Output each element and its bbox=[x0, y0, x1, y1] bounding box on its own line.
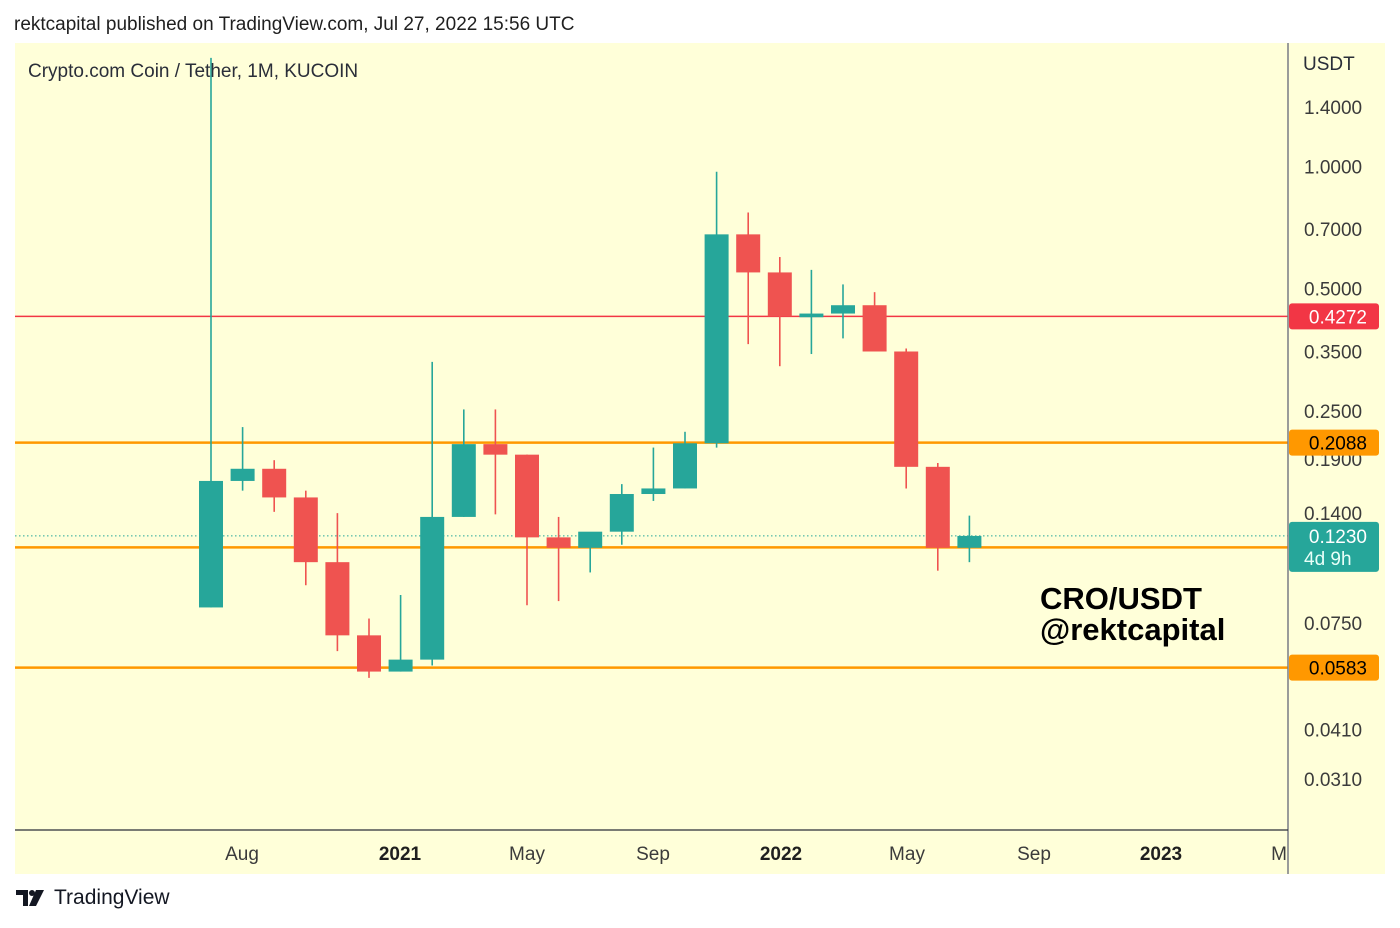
candle-body bbox=[199, 481, 223, 607]
support-price-label-text: 0.2088 bbox=[1309, 434, 1367, 455]
support-price-label-text: 0.0583 bbox=[1309, 659, 1367, 680]
y-tick-label: 1.0000 bbox=[1304, 157, 1362, 178]
candle-body bbox=[831, 305, 855, 313]
candle-body bbox=[768, 272, 792, 316]
x-tick-label: Sep bbox=[1017, 844, 1051, 865]
x-tick-label: 2022 bbox=[760, 844, 802, 865]
candle-body bbox=[325, 562, 349, 635]
y-tick-label: 0.7000 bbox=[1304, 220, 1362, 241]
candle-body bbox=[483, 444, 507, 455]
tradingview-footer[interactable]: TradingView bbox=[14, 886, 170, 910]
x-tick-label: 2023 bbox=[1140, 844, 1182, 865]
x-tick-label: Aug bbox=[225, 844, 259, 865]
y-tick-label: 0.2500 bbox=[1304, 402, 1362, 423]
x-tick-label: May bbox=[509, 844, 545, 865]
candle-body bbox=[610, 494, 634, 532]
y-tick-label: 0.0410 bbox=[1304, 721, 1362, 742]
candle-body bbox=[894, 351, 918, 466]
support-price-label[interactable]: 0.0583 bbox=[1289, 655, 1379, 681]
resistance-price-label-text: 0.4272 bbox=[1309, 307, 1367, 328]
chart-background bbox=[15, 43, 1288, 830]
candle-body bbox=[389, 660, 413, 672]
candle-body bbox=[926, 467, 950, 548]
x-tick-label: May bbox=[889, 844, 925, 865]
x-tick-label: M bbox=[1271, 844, 1287, 865]
y-tick-label: 1.4000 bbox=[1304, 98, 1362, 119]
candle-body bbox=[736, 234, 760, 272]
candle-body bbox=[799, 314, 823, 318]
x-tick-label: Sep bbox=[636, 844, 670, 865]
tradingview-logo-icon bbox=[14, 886, 46, 910]
countdown-text: 4d 9h bbox=[1304, 549, 1352, 570]
price-chart[interactable]: 1.40001.00000.70000.50000.35000.25000.19… bbox=[0, 0, 1400, 928]
resistance-price-label[interactable]: 0.4272 bbox=[1289, 303, 1379, 329]
candle-body bbox=[641, 488, 665, 494]
y-tick-label: 0.5000 bbox=[1304, 280, 1362, 301]
candle-body bbox=[294, 497, 318, 562]
price-unit-label: USDT bbox=[1303, 54, 1355, 75]
candle-body bbox=[452, 444, 476, 517]
candle-body bbox=[578, 532, 602, 548]
y-tick-label: 0.0750 bbox=[1304, 614, 1362, 635]
y-tick-label: 0.0310 bbox=[1304, 770, 1362, 791]
candle-body bbox=[231, 469, 255, 481]
candle-body bbox=[673, 443, 697, 488]
candle-body bbox=[515, 455, 539, 538]
candle-body bbox=[863, 305, 887, 351]
candle-body bbox=[262, 469, 286, 498]
support-price-label[interactable]: 0.2088 bbox=[1289, 430, 1379, 456]
candle-body bbox=[357, 635, 381, 671]
candle-body bbox=[957, 536, 981, 548]
symbol-title[interactable]: Crypto.com Coin / Tether, 1M, KUCOIN bbox=[28, 61, 358, 82]
candle-body bbox=[420, 517, 444, 660]
candle-body bbox=[547, 537, 571, 547]
watermark-author: @rektcapital bbox=[1040, 612, 1225, 647]
x-tick-label: 2021 bbox=[379, 844, 422, 865]
candle-body bbox=[705, 234, 729, 443]
y-tick-label: 0.3500 bbox=[1304, 342, 1362, 363]
watermark-pair: CRO/USDT bbox=[1040, 581, 1202, 616]
current-price-text: 0.1230 bbox=[1309, 527, 1367, 548]
tradingview-brand: TradingView bbox=[54, 886, 170, 910]
